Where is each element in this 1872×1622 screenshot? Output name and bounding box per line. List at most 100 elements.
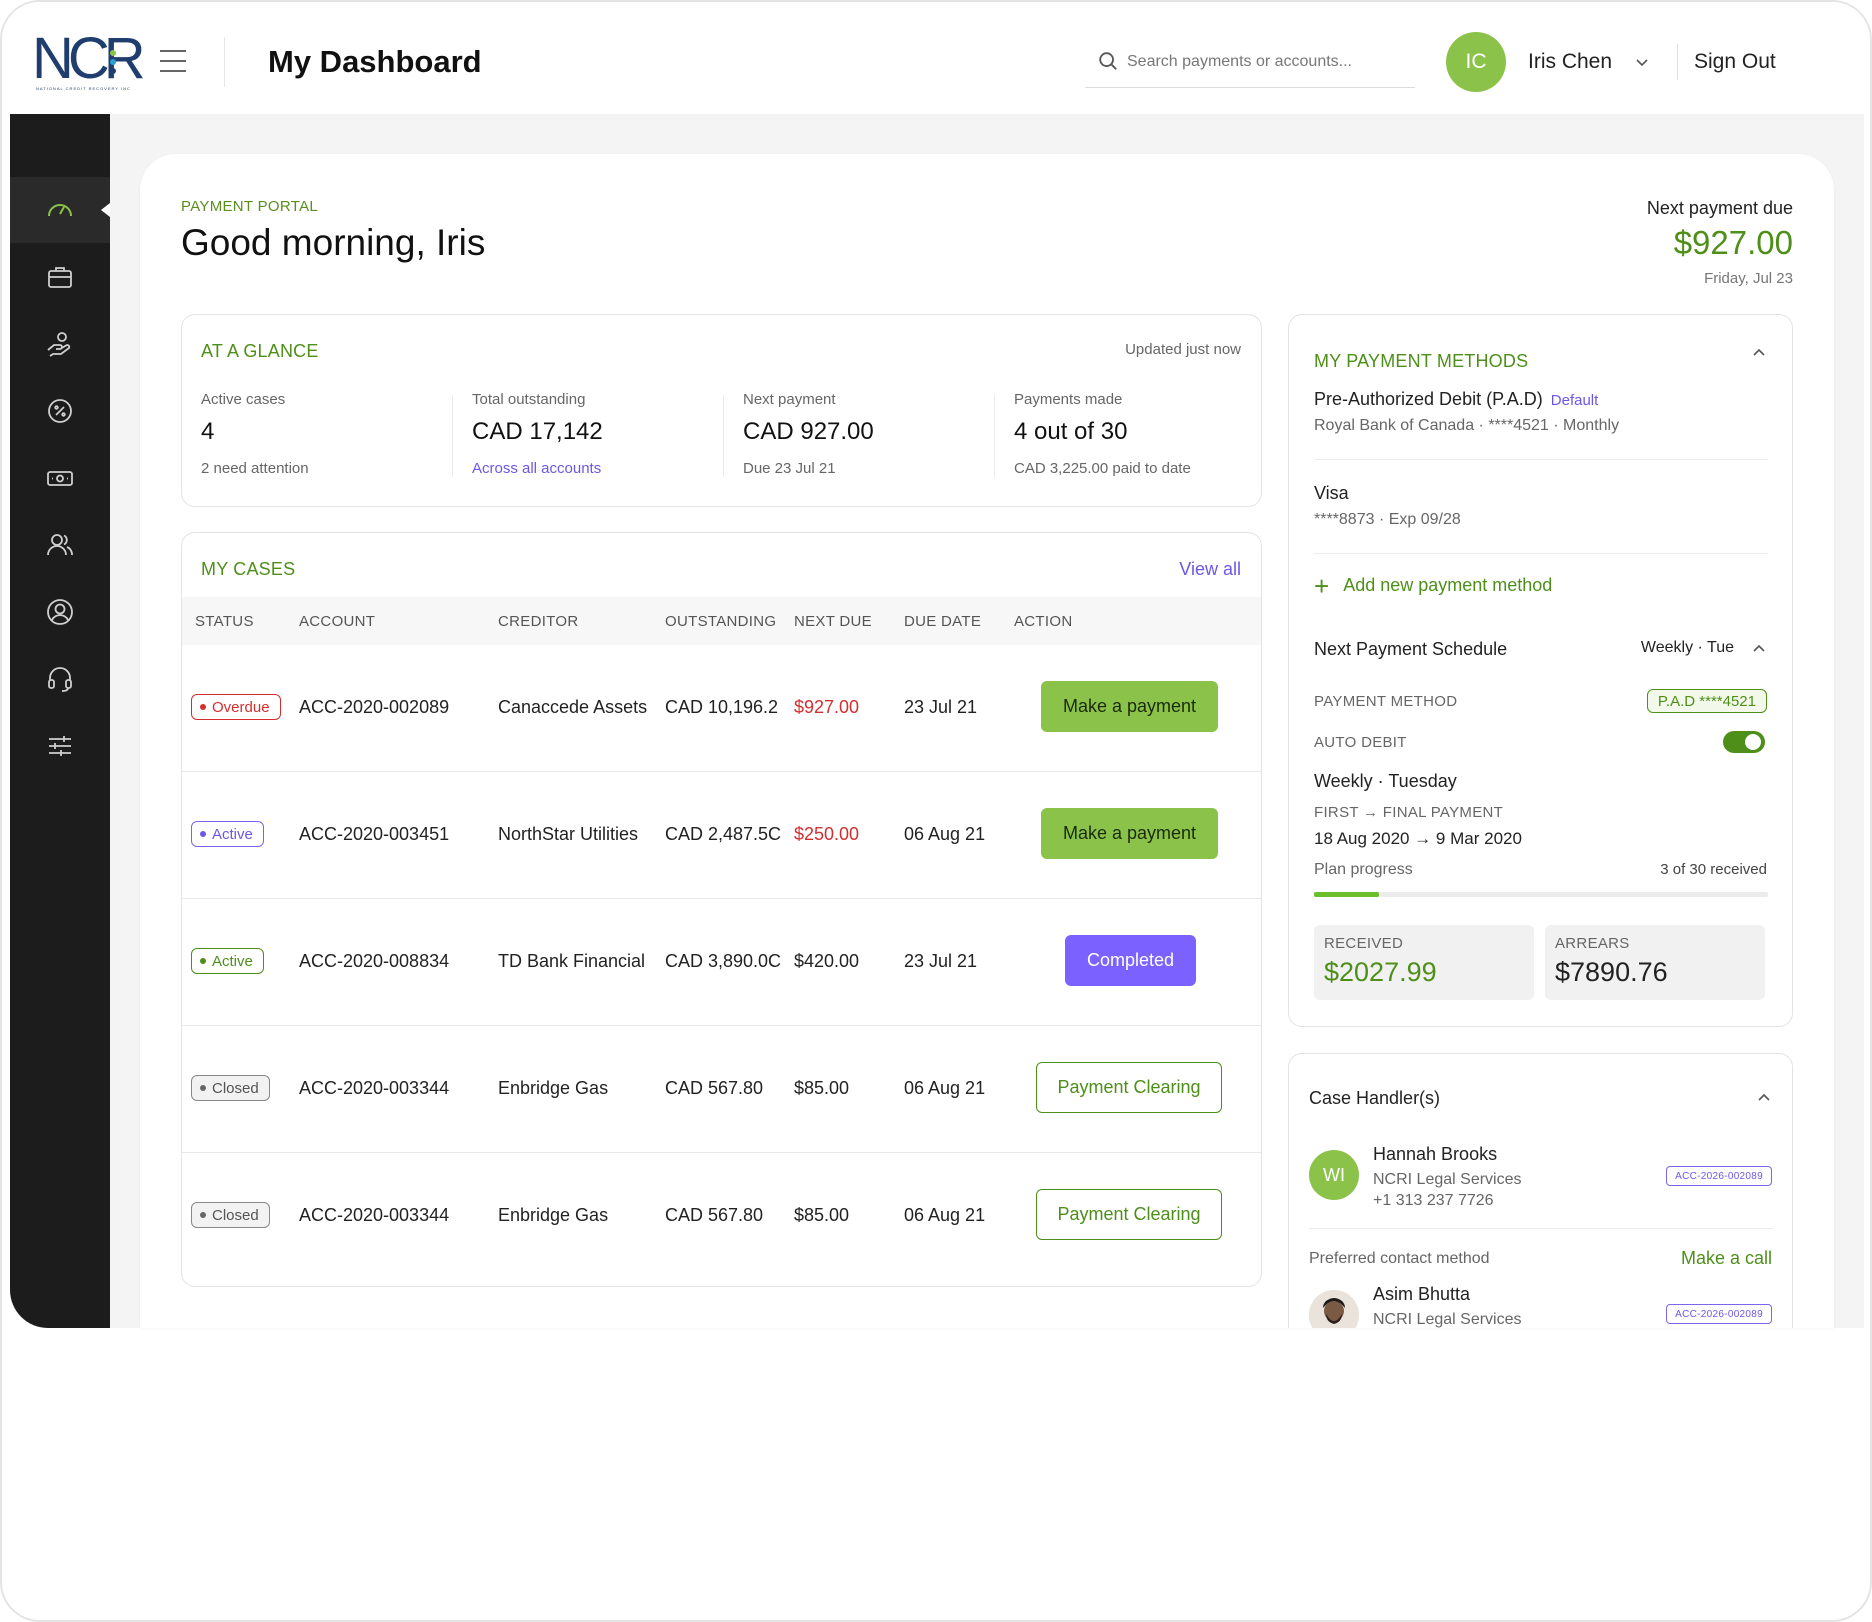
stat-value: CAD 927.00	[743, 418, 874, 445]
sidebar-item-payments[interactable]	[10, 311, 110, 377]
arrears-label: ARREARS	[1555, 935, 1630, 952]
sidebar-item-dashboard[interactable]	[10, 177, 110, 243]
status-badge: Closed	[191, 1202, 270, 1228]
column-header[interactable]: DUE DATE	[904, 613, 982, 630]
view-all-link[interactable]: View all	[1179, 559, 1241, 579]
status-badge: Closed	[191, 1075, 270, 1101]
user-avatar[interactable]: IC	[1446, 32, 1506, 92]
plan-progress-bar	[1314, 892, 1768, 897]
payment-method-label: PAYMENT METHOD	[1314, 693, 1458, 710]
logo-dots	[110, 50, 118, 80]
schedule-frequency: Weekly · Tue	[1640, 639, 1734, 656]
pad-method-item[interactable]: Pre-Authorized Debit (P.A.D) Default	[1314, 389, 1598, 410]
table-row[interactable]: Active ACC-2020-003451 NorthStar Utiliti…	[182, 772, 1261, 899]
search-icon	[1099, 52, 1117, 70]
first-final-label: FIRST → FINAL PAYMENT	[1314, 804, 1504, 821]
sidebar-item-settings[interactable]	[10, 713, 110, 779]
divider	[1309, 1228, 1773, 1229]
account-chip[interactable]: ACC-2026-002089	[1666, 1166, 1772, 1186]
user-circle-icon	[47, 599, 73, 625]
column-header[interactable]: NEXT DUE	[794, 613, 872, 630]
add-payment-method-button[interactable]: + Add new payment method	[1314, 573, 1553, 599]
header-divider	[224, 37, 225, 87]
column-header[interactable]: ACCOUNT	[299, 613, 376, 630]
completed-button[interactable]: Completed	[1065, 935, 1196, 986]
default-badge: Default	[1550, 392, 1599, 409]
schedule-weekly: Weekly · Tuesday	[1314, 771, 1457, 791]
sidebar-item-contacts[interactable]	[10, 512, 110, 578]
stat-sub: Due 23 Jul 21	[743, 460, 836, 477]
logo-tagline: NATIONAL CREDIT RECOVERY INC	[36, 86, 131, 91]
table-row[interactable]: Overdue ACC-2020-002089 Canaccede Assets…	[182, 645, 1261, 772]
table-row[interactable]: Active ACC-2020-008834 TD Bank Financial…	[182, 899, 1261, 1026]
status-badge: Overdue	[191, 694, 281, 720]
stat-value: CAD 17,142	[472, 418, 603, 445]
sidebar-item-offers[interactable]	[10, 378, 110, 444]
page-title: My Dashboard	[268, 44, 482, 79]
headset-icon	[48, 667, 72, 692]
user-name[interactable]: Iris Chen	[1528, 50, 1613, 73]
chevron-up-icon[interactable]	[1751, 641, 1767, 657]
sidebar-item-cases[interactable]	[10, 244, 110, 310]
stat-label: Total outstanding	[472, 391, 586, 408]
stat-label: Active cases	[201, 391, 286, 408]
search-bar	[1085, 42, 1415, 88]
payment-clearing-button[interactable]: Payment Clearing	[1036, 1062, 1222, 1113]
account-cell: ACC-2020-008834	[299, 951, 450, 971]
handler-phone[interactable]: +1 313 237 7726	[1373, 1192, 1494, 1209]
make-payment-button[interactable]: Make a payment	[1041, 681, 1218, 732]
payment-clearing-button[interactable]: Payment Clearing	[1036, 1189, 1222, 1240]
column-header[interactable]: STATUS	[195, 613, 254, 630]
table-row[interactable]: Closed ACC-2020-003344 Enbridge Gas CAD …	[182, 1153, 1261, 1280]
due-date-cell: 23 Jul 21	[904, 951, 978, 971]
sidebar-item-profile[interactable]	[10, 579, 110, 645]
outstanding-cell: CAD 2,487.5C	[665, 824, 781, 844]
column-header[interactable]: ACTION	[1014, 613, 1073, 630]
menu-toggle-icon[interactable]	[160, 50, 186, 72]
column-header[interactable]: CREDITOR	[498, 613, 579, 630]
outstanding-cell: CAD 567.80	[665, 1078, 764, 1098]
stat-label: Next payment	[743, 391, 836, 408]
column-header[interactable]: OUTSTANDING	[665, 613, 777, 630]
status-text: Overdue	[212, 698, 270, 716]
chevron-up-icon[interactable]	[1756, 1090, 1772, 1106]
status-text: Active	[212, 825, 253, 843]
chevron-up-icon[interactable]	[1751, 345, 1767, 361]
progress-count: 3 of 30 received	[1660, 861, 1767, 878]
cash-icon	[47, 471, 73, 486]
visa-method-name[interactable]: Visa	[1314, 483, 1349, 503]
portal-eyebrow: PAYMENT PORTAL	[181, 198, 319, 215]
divider	[1314, 553, 1768, 554]
next-due-cell: $85.00	[794, 1205, 850, 1225]
sidebar-item-billing[interactable]	[10, 445, 110, 511]
status-badge: Active	[191, 821, 264, 847]
case-handlers-panel: Case Handler(s) WI Hannah Brooks NCRI Le…	[1288, 1053, 1793, 1328]
account-chip[interactable]: ACC-2026-002089	[1666, 1304, 1772, 1324]
make-payment-button[interactable]: Make a payment	[1041, 808, 1218, 859]
auto-debit-toggle[interactable]	[1723, 731, 1765, 753]
stat-payments-made: Payments made 4 out of 30 CAD 3,225.00 p…	[1014, 391, 1264, 477]
dashboard-gauge-icon	[48, 204, 72, 217]
received-label: RECEIVED	[1324, 935, 1404, 952]
due-date-cell: 06 Aug 21	[904, 1078, 986, 1098]
across-accounts-link[interactable]: Across all accounts	[472, 460, 602, 477]
stat-divider	[723, 395, 724, 477]
received-tile: RECEIVED $2027.99	[1314, 925, 1534, 1000]
divider	[1314, 459, 1768, 460]
chevron-down-icon[interactable]	[1634, 54, 1650, 70]
add-method-label: Add new payment method	[1343, 575, 1553, 595]
ncr-logo[interactable]: NCR NATIONAL CREDIT RECOVERY INC	[32, 30, 146, 92]
sign-out-button[interactable]: Sign Out	[1694, 50, 1776, 73]
glance-title: AT A GLANCE	[201, 341, 319, 361]
handler-photo-avatar	[1309, 1290, 1359, 1328]
search-input[interactable]	[1127, 48, 1407, 76]
table-row[interactable]: Closed ACC-2020-003344 Enbridge Gas CAD …	[182, 1026, 1261, 1153]
outstanding-cell: CAD 567.80	[665, 1205, 764, 1225]
sidebar-item-support[interactable]	[10, 646, 110, 712]
make-call-link[interactable]: Make a call	[1680, 1248, 1772, 1268]
next-due-cell: $85.00	[794, 1078, 850, 1098]
account-cell: ACC-2020-003344	[299, 1205, 450, 1225]
my-cases-panel: MY CASES View all STATUS ACCOUNT CREDITO…	[181, 532, 1262, 1287]
pad-method-detail: Royal Bank of Canada · ****4521 · Monthl…	[1314, 417, 1620, 434]
cases-table-header: STATUS ACCOUNT CREDITOR OUTSTANDING NEXT…	[182, 597, 1261, 645]
